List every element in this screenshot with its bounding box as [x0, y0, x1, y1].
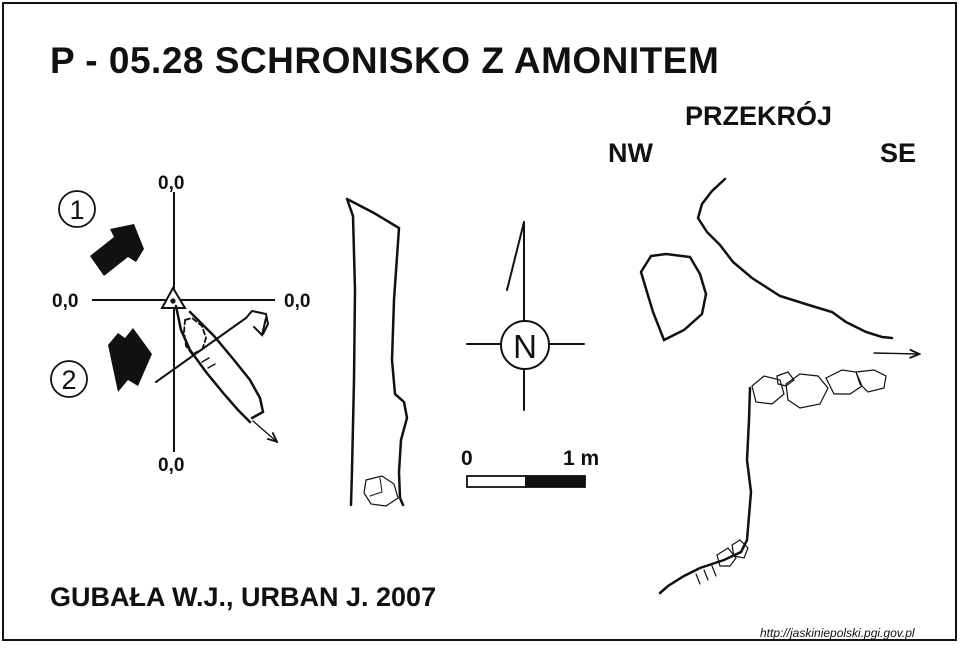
compass-letter: N [513, 328, 537, 365]
coordinate-right-label: 0,0 [284, 291, 311, 312]
view-arrow-2-icon [108, 328, 152, 392]
source-url: http://jaskiniepolski.pgi.gov.pl [760, 626, 915, 640]
coordinate-left-label: 0,0 [52, 291, 79, 312]
scale-end-label: 1 m [563, 447, 600, 470]
north-arrow-icon: N [466, 221, 585, 411]
cave-profile-view [345, 197, 409, 507]
cave-plan-view [155, 304, 276, 441]
entrance-marker-2: 2 [50, 360, 88, 398]
marker-1-label: 1 [69, 195, 84, 225]
orientation-cross [92, 192, 275, 452]
direction-se-label: SE [880, 138, 917, 168]
map-frame [2, 2, 957, 641]
cave-cross-section [639, 177, 918, 595]
view-arrow-1-icon [90, 224, 144, 276]
coordinate-bottom-label: 0,0 [158, 455, 185, 476]
scale-start-label: 0 [461, 447, 473, 470]
authors-credit: GUBAŁA W.J., URBAN J. 2007 [50, 582, 437, 612]
survey-point-icon [160, 285, 187, 309]
entrance-marker-1: 1 [58, 190, 96, 228]
scale-bar [466, 475, 586, 488]
cave-title: P - 05.28 SCHRONISKO Z AMONITEM [50, 40, 720, 81]
direction-nw-label: NW [608, 138, 653, 168]
marker-2-label: 2 [61, 365, 76, 395]
cross-section-label: PRZEKRÓJ [685, 101, 833, 131]
coordinate-top-label: 0,0 [158, 173, 185, 194]
